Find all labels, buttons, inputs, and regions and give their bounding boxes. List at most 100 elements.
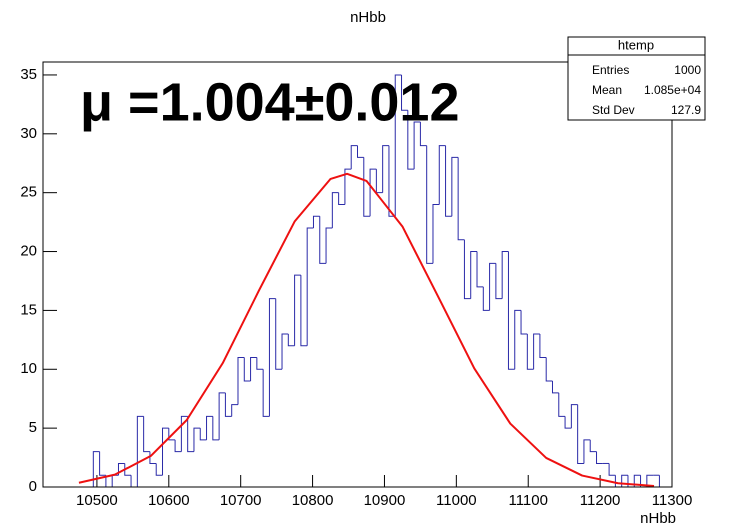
histogram-bin — [564, 416, 572, 429]
histogram-bin — [199, 428, 207, 441]
histogram-bin — [369, 168, 377, 217]
y-tick-label: 5 — [29, 419, 37, 436]
histogram-bin — [407, 110, 415, 170]
histogram-bin — [646, 474, 654, 487]
histogram-bin — [168, 428, 176, 441]
histogram-bin — [231, 404, 238, 417]
histogram-bin — [162, 427, 169, 476]
histogram-bin — [438, 145, 446, 205]
histogram-bin — [401, 74, 408, 111]
x-tick-label: 11200 — [580, 492, 621, 509]
histogram-bin — [344, 168, 352, 205]
histogram-bin — [451, 156, 459, 217]
stats-frame — [567, 36, 706, 121]
histogram-bin — [99, 451, 106, 476]
histogram-bin — [338, 192, 345, 205]
histogram-bin — [520, 310, 528, 335]
histogram-bin — [243, 357, 251, 382]
histogram-bin — [482, 286, 490, 311]
x-axis-label: nHbb — [640, 510, 676, 527]
histogram-bin — [507, 251, 515, 370]
histogram-bin — [589, 439, 597, 453]
y-tick-label: 15 — [20, 301, 37, 318]
x-tick-label: 10600 — [148, 492, 190, 509]
histogram-bin — [256, 357, 264, 370]
histogram-bin — [187, 416, 194, 453]
histogram-bin — [382, 145, 389, 193]
frame — [42, 61, 673, 488]
stats-value: 127.9 — [671, 103, 701, 117]
plot-area: 0 5 10 15 20 25 30 35 10500 10600 10700 10800 10900 1… — [20, 66, 692, 509]
histogram-bin — [608, 463, 616, 476]
histogram-bin — [545, 357, 553, 382]
histogram-bin — [294, 274, 301, 346]
stats-value: 1.085e+04 — [644, 83, 701, 97]
stats-box: htemp Entries 1000 Mean 1.085e+04 Std De… — [567, 36, 706, 121]
histogram-bin — [174, 439, 182, 453]
histogram-bin — [413, 121, 421, 170]
histogram-bin — [319, 216, 327, 264]
histogram-bin — [432, 203, 440, 264]
y-tick-label: 30 — [20, 125, 37, 142]
histogram-bin — [526, 333, 534, 370]
y-tick-label: 35 — [20, 66, 37, 83]
histogram-bin — [539, 333, 547, 358]
histogram-bin — [281, 333, 289, 370]
histogram-bin — [331, 192, 339, 228]
histogram-bin — [268, 298, 276, 417]
histogram-bin — [250, 356, 257, 382]
histogram-bin — [262, 369, 270, 417]
histogram-bin — [514, 309, 522, 370]
stats-key: Entries — [592, 63, 629, 77]
y-tick-label: 0 — [29, 478, 37, 495]
histogram-bin — [596, 451, 603, 464]
fit-curve — [78, 172, 655, 487]
histogram-bin — [287, 333, 295, 347]
histogram-bin — [419, 122, 427, 147]
histogram-bin — [212, 416, 220, 441]
histogram-bin — [495, 263, 503, 300]
histogram-bin — [558, 392, 566, 417]
histogram-bin — [570, 404, 578, 429]
chart-title: nHbb — [350, 9, 386, 26]
histogram-bin — [489, 262, 496, 311]
histogram-bin — [218, 392, 226, 440]
stats-key: Std Dev — [592, 103, 635, 117]
histogram-bin — [92, 451, 100, 487]
histogram-bin — [363, 157, 371, 217]
annotation: μ =1.004±0.012 — [80, 72, 459, 132]
histogram-bin — [306, 227, 314, 346]
histogram-bin — [457, 157, 465, 241]
histogram-bin — [470, 251, 478, 299]
histogram-bin — [143, 416, 150, 453]
histogram-bin — [577, 404, 584, 464]
histogram-bin — [155, 463, 163, 476]
histogram-bin — [426, 145, 433, 264]
y-tick-label: 25 — [20, 184, 37, 201]
y-tick-label: 20 — [20, 243, 37, 260]
histogram-bin — [193, 427, 201, 452]
stats-value: 1000 — [674, 63, 701, 77]
x-tick-label: 10900 — [364, 492, 406, 509]
histogram-bin — [312, 215, 320, 228]
y-tick-label: 10 — [20, 360, 37, 377]
histogram-bin — [551, 381, 559, 394]
x-tick-label: 11300 — [652, 492, 693, 509]
histogram-bin — [463, 239, 471, 300]
histogram-bin — [501, 251, 509, 299]
histogram-bin — [357, 145, 364, 158]
histogram-bin — [394, 74, 402, 217]
histogram-bin — [275, 298, 283, 370]
x-tick-label: 10500 — [76, 492, 118, 509]
histogram-bin — [300, 275, 308, 347]
histogram-bin — [117, 462, 125, 476]
x-tick-label: 10800 — [292, 492, 334, 509]
histogram-bin — [350, 145, 358, 170]
histogram-bin — [445, 145, 452, 217]
histogram-bin — [224, 392, 232, 417]
histogram-bin — [237, 356, 245, 405]
histogram-bin — [124, 463, 132, 476]
histogram-bin — [476, 251, 484, 288]
histogram-bin — [206, 415, 213, 440]
